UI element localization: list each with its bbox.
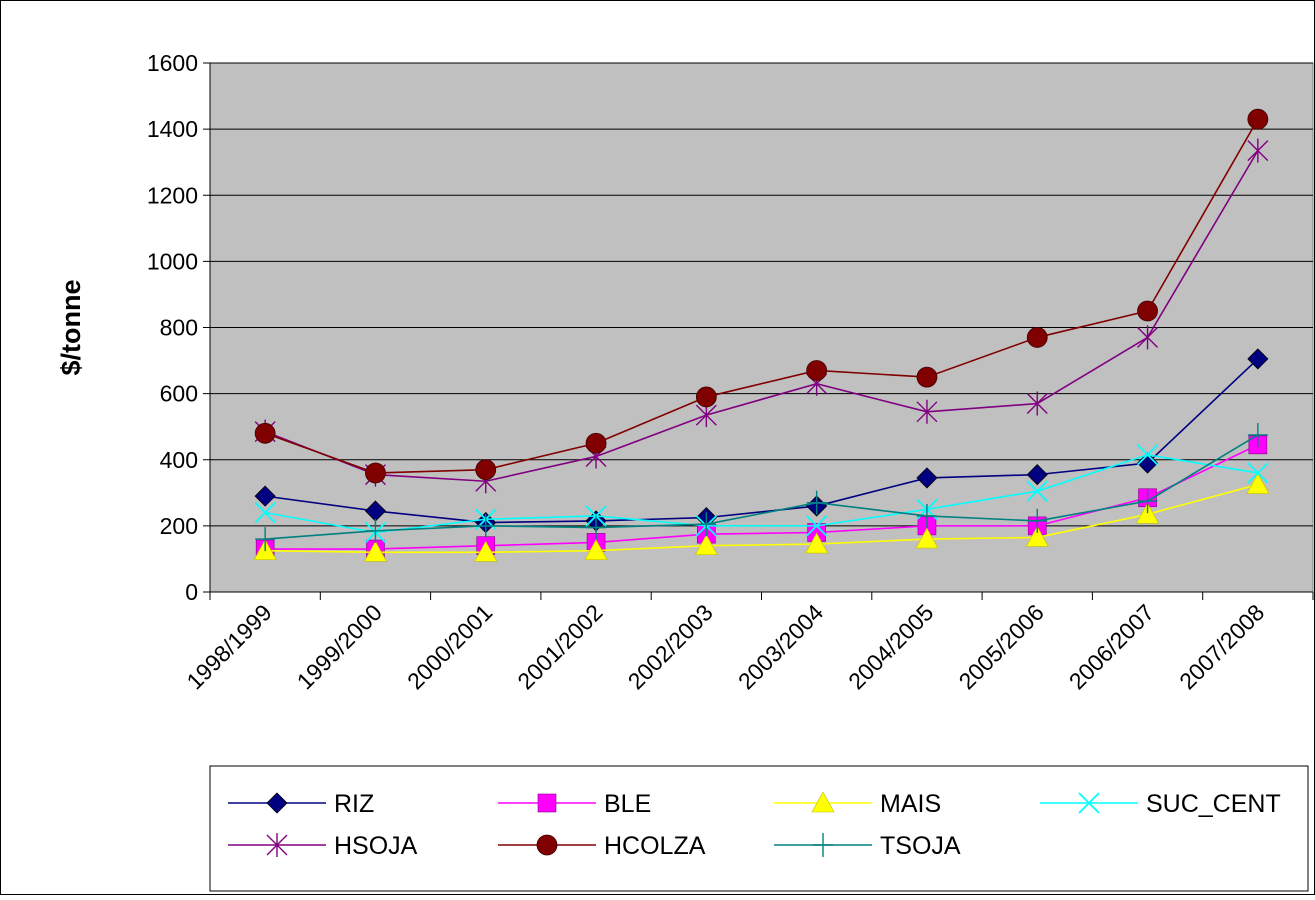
y-tick-label: 400 — [160, 447, 198, 473]
data-point-suc-cent — [254, 502, 276, 524]
series-line-riz — [265, 358, 1259, 524]
series-layer — [253, 108, 1270, 562]
data-point-hcolza — [916, 366, 938, 388]
legend-box — [209, 765, 1309, 892]
data-point-suc-cent — [806, 515, 828, 537]
data-point-hcolza — [585, 432, 607, 454]
legend-item-ble: BLE — [498, 790, 651, 818]
legend-marker — [266, 833, 288, 857]
series-line-mais — [265, 483, 1259, 554]
data-point-hcolza — [695, 386, 717, 408]
data-point-hcolza — [475, 459, 497, 481]
data-point-hcolza — [254, 422, 276, 444]
legend-label: BLE — [604, 790, 651, 818]
data-point-mais — [694, 534, 718, 556]
data-point-mais — [363, 540, 387, 562]
data-point-hsoja — [916, 399, 938, 424]
y-tick-label: 1000 — [147, 248, 198, 274]
legend-marker — [1078, 792, 1100, 814]
data-point-riz — [916, 467, 938, 489]
data-point-suc-cent — [1136, 444, 1159, 466]
data-point-tsoja — [696, 512, 717, 537]
legend-label: HSOJA — [334, 832, 418, 860]
series-mais — [253, 472, 1270, 562]
y-tick-label: 600 — [160, 381, 198, 407]
legend-label: TSOJA — [880, 832, 961, 860]
data-point-tsoja — [475, 513, 496, 538]
data-point-mais — [474, 540, 498, 562]
y-axis-label: $/tonne — [56, 279, 86, 375]
series-line-tsoja — [265, 434, 1259, 540]
data-point-mais — [584, 539, 608, 560]
legend-marker — [813, 833, 833, 857]
series-line-ble — [265, 444, 1259, 550]
series-hcolza — [254, 108, 1269, 484]
legend-item-tsoja: TSOJA — [774, 832, 961, 860]
data-point-tsoja — [255, 527, 276, 552]
legend-item-mais: MAIS — [774, 790, 941, 818]
data-point-hcolza — [1137, 300, 1158, 322]
legend-marker — [266, 792, 288, 814]
y-tick-label: 200 — [160, 513, 198, 539]
data-point-suc-cent — [1247, 462, 1269, 484]
legend-label: HCOLZA — [604, 832, 706, 860]
legend-label: SUC_CENT — [1146, 790, 1281, 818]
data-point-tsoja — [916, 503, 937, 528]
data-point-mais — [805, 532, 829, 554]
data-point-riz — [254, 485, 276, 507]
data-point-hcolza — [365, 462, 386, 484]
data-point-tsoja — [1247, 422, 1268, 447]
data-point-hcolza — [1026, 327, 1048, 348]
series-line-hsoja — [264, 150, 1259, 483]
data-point-tsoja — [1027, 508, 1048, 533]
gridlines — [210, 62, 1313, 527]
series-line-hcolza — [264, 118, 1259, 474]
data-point-mais — [1136, 502, 1160, 524]
y-tick-label: 0 — [185, 579, 198, 605]
data-point-hsoja — [1137, 325, 1159, 350]
legend-marker — [811, 791, 835, 813]
data-point-tsoja — [1137, 489, 1158, 514]
legend-marker — [537, 793, 557, 813]
legend-marker — [536, 834, 558, 856]
legend-item-hcolza: HCOLZA — [498, 832, 706, 860]
legend-label: RIZ — [334, 790, 374, 818]
data-point-riz — [1026, 464, 1048, 486]
legend-label: MAIS — [880, 790, 941, 818]
data-point-mais — [1025, 525, 1049, 547]
series-riz — [254, 348, 1269, 534]
data-point-riz — [1136, 452, 1159, 474]
y-tick-label: 1200 — [147, 182, 198, 208]
y-tick-label: 800 — [160, 315, 198, 341]
legend: RIZ BLE MAIS SUC_CENT HSOJA HCOLZA TSOJA — [209, 765, 1309, 892]
data-point-riz — [1247, 348, 1269, 370]
data-point-suc-cent — [1026, 480, 1048, 502]
data-point-mais — [1246, 472, 1270, 494]
series-tsoja — [255, 422, 1268, 552]
legend-item-suc-cent: SUC_CENT — [1040, 790, 1281, 818]
data-point-tsoja — [806, 490, 827, 515]
y-tick-label: 1400 — [147, 116, 198, 142]
legend-item-hsoja: HSOJA — [228, 832, 418, 860]
data-point-hcolza — [806, 360, 828, 381]
data-point-hsoja — [1026, 391, 1048, 416]
data-point-tsoja — [365, 518, 386, 543]
data-point-mais — [915, 527, 939, 549]
data-point-hcolza — [1247, 108, 1269, 130]
series-line-suc-cent — [265, 453, 1258, 534]
data-point-tsoja — [586, 515, 607, 540]
y-tick-label: 1600 — [147, 50, 198, 76]
data-point-hsoja — [1247, 138, 1269, 163]
legend-item-riz: RIZ — [228, 790, 374, 818]
